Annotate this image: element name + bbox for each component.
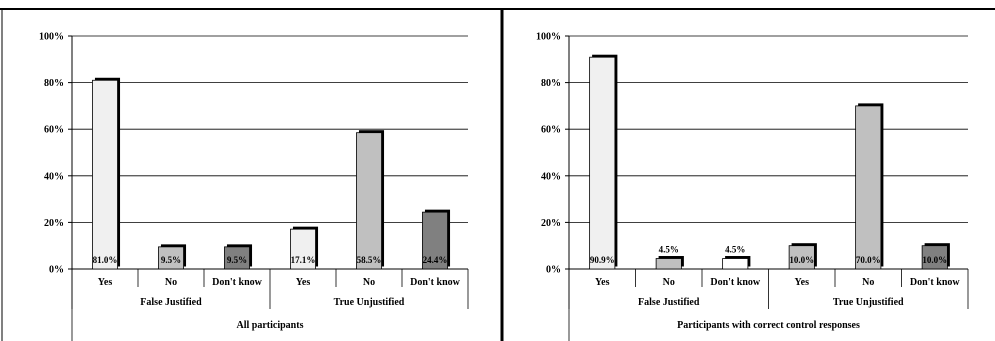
x-tick-label: Yes (795, 277, 810, 288)
x-tick-label: No (165, 277, 177, 288)
x-group-label: False Justified (140, 297, 202, 308)
data-label: 81.0% (93, 255, 118, 265)
x-tick-label: Yes (296, 277, 311, 288)
x-group-label: False Justified (638, 297, 700, 308)
bar (92, 79, 118, 270)
x-tick-label: No (363, 277, 375, 288)
data-label: 17.1% (291, 255, 316, 265)
bar (356, 132, 382, 270)
x-tick-label: No (663, 277, 675, 288)
data-label: 24.4% (423, 255, 448, 265)
bar (290, 228, 316, 270)
data-label: 58.5% (357, 255, 382, 265)
x-tick-label: Don't know (710, 277, 761, 288)
bar (855, 105, 882, 270)
x-tick-label: Don't know (212, 277, 263, 288)
data-label: 10.0% (922, 255, 947, 265)
bar (589, 56, 616, 270)
y-tick-label: 80% (541, 78, 561, 89)
data-label: 70.0% (856, 255, 881, 265)
x-tick-label: No (862, 277, 874, 288)
bar (788, 245, 815, 270)
data-label: 4.5% (725, 245, 745, 255)
x-tick-label: Don't know (910, 277, 961, 288)
x-axis-title: Participants with correct control respon… (677, 320, 860, 331)
x-tick-label: Don't know (410, 277, 461, 288)
bar (224, 246, 250, 270)
data-label: 4.5% (659, 245, 679, 255)
y-tick-label: 20% (44, 218, 64, 229)
y-tick-label: 60% (541, 125, 561, 136)
data-label: 10.0% (789, 255, 814, 265)
x-axis-title: All participants (237, 320, 304, 331)
bar (422, 211, 448, 270)
y-tick-label: 100% (39, 32, 64, 43)
y-tick-label: 20% (541, 218, 561, 229)
data-label: 9.5% (227, 255, 247, 265)
bar (921, 245, 948, 270)
x-tick-label: Yes (98, 277, 113, 288)
y-tick-label: 80% (44, 78, 64, 89)
y-tick-label: 60% (44, 125, 64, 136)
data-label: 90.9% (590, 255, 615, 265)
y-tick-label: 0% (49, 265, 64, 276)
y-tick-label: 40% (44, 171, 64, 182)
y-tick-label: 40% (541, 171, 561, 182)
bar (722, 258, 749, 270)
x-group-label: True Unjustified (833, 297, 904, 308)
x-group-label: True Unjustified (334, 297, 405, 308)
x-tick-label: Yes (595, 277, 610, 288)
bar (158, 246, 184, 270)
y-tick-label: 0% (546, 265, 561, 276)
bar (655, 258, 682, 270)
y-tick-label: 100% (536, 32, 561, 43)
data-label: 9.5% (161, 255, 181, 265)
